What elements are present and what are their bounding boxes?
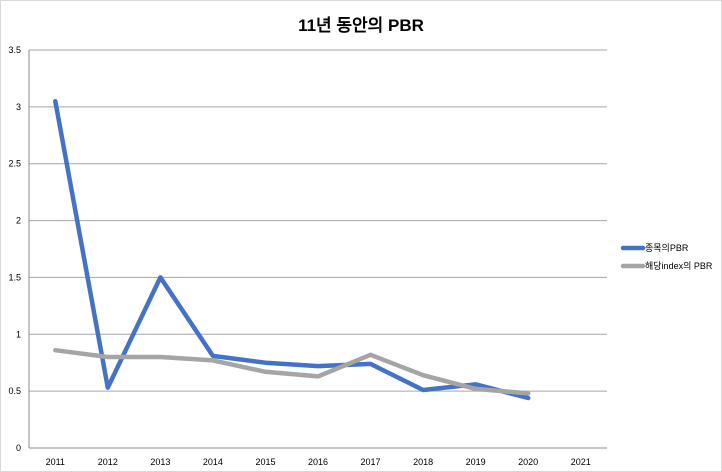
y-tick-label: 1.5	[8, 272, 21, 282]
y-tick-label: 2	[16, 216, 21, 226]
x-tick-label: 2011	[46, 457, 65, 467]
series-line-2	[53, 347, 531, 396]
x-tick-label: 2013	[150, 457, 170, 467]
x-tick-label: 2020	[518, 457, 538, 467]
y-tick-label: 0	[16, 443, 21, 453]
y-tick-label: 3.5	[8, 45, 21, 55]
x-tick-label: 2016	[308, 457, 328, 467]
x-tick-label: 2017	[361, 457, 381, 467]
x-tick-label: 2018	[413, 457, 433, 467]
x-tick-label: 2021	[571, 457, 591, 467]
x-tick-label: 2019	[466, 457, 486, 467]
chart-title: 11년 동안의 PBR	[298, 16, 424, 35]
x-tick-label: 2015	[255, 457, 275, 467]
x-tick-label: 2014	[203, 457, 223, 467]
series-line-1	[53, 98, 531, 401]
y-tick-label: 3	[16, 102, 21, 112]
legend-label-1: 종목의PBR	[645, 243, 689, 253]
x-tick-label: 2012	[98, 457, 118, 467]
y-tick-label: 1	[16, 329, 21, 339]
y-tick-label: 2.5	[8, 159, 21, 169]
legend-label-2: 해당index의 PBR	[645, 261, 713, 271]
y-tick-label: 0.5	[8, 386, 21, 396]
